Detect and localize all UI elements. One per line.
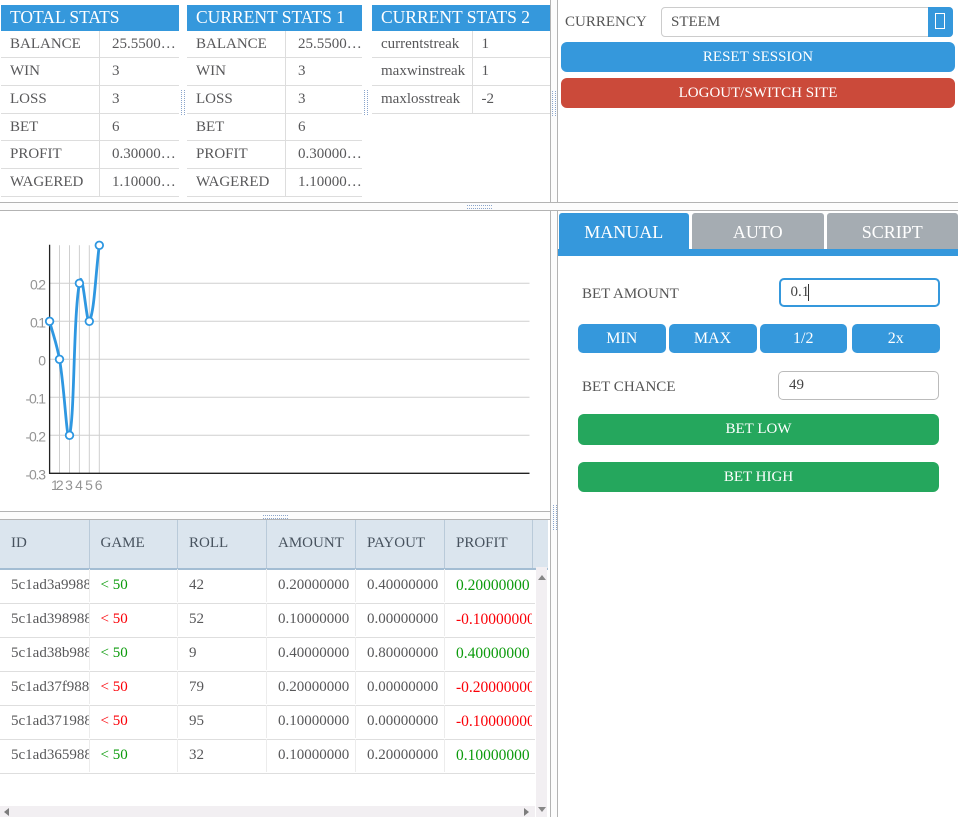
svg-text:-0.1: -0.1 [26,390,47,406]
svg-text:2: 2 [56,477,64,493]
svg-text:5: 5 [85,477,93,493]
svg-text:0.1: 0.1 [30,314,46,330]
svg-text:0: 0 [38,352,46,368]
svg-text:-0.3: -0.3 [26,466,47,482]
svg-text:-0.2: -0.2 [26,428,47,444]
svg-text:3: 3 [65,477,73,493]
svg-text:1: 1 [51,477,59,493]
svg-text:0.2: 0.2 [30,276,46,292]
svg-text:6: 6 [95,477,103,493]
svg-text:4: 4 [75,477,83,493]
